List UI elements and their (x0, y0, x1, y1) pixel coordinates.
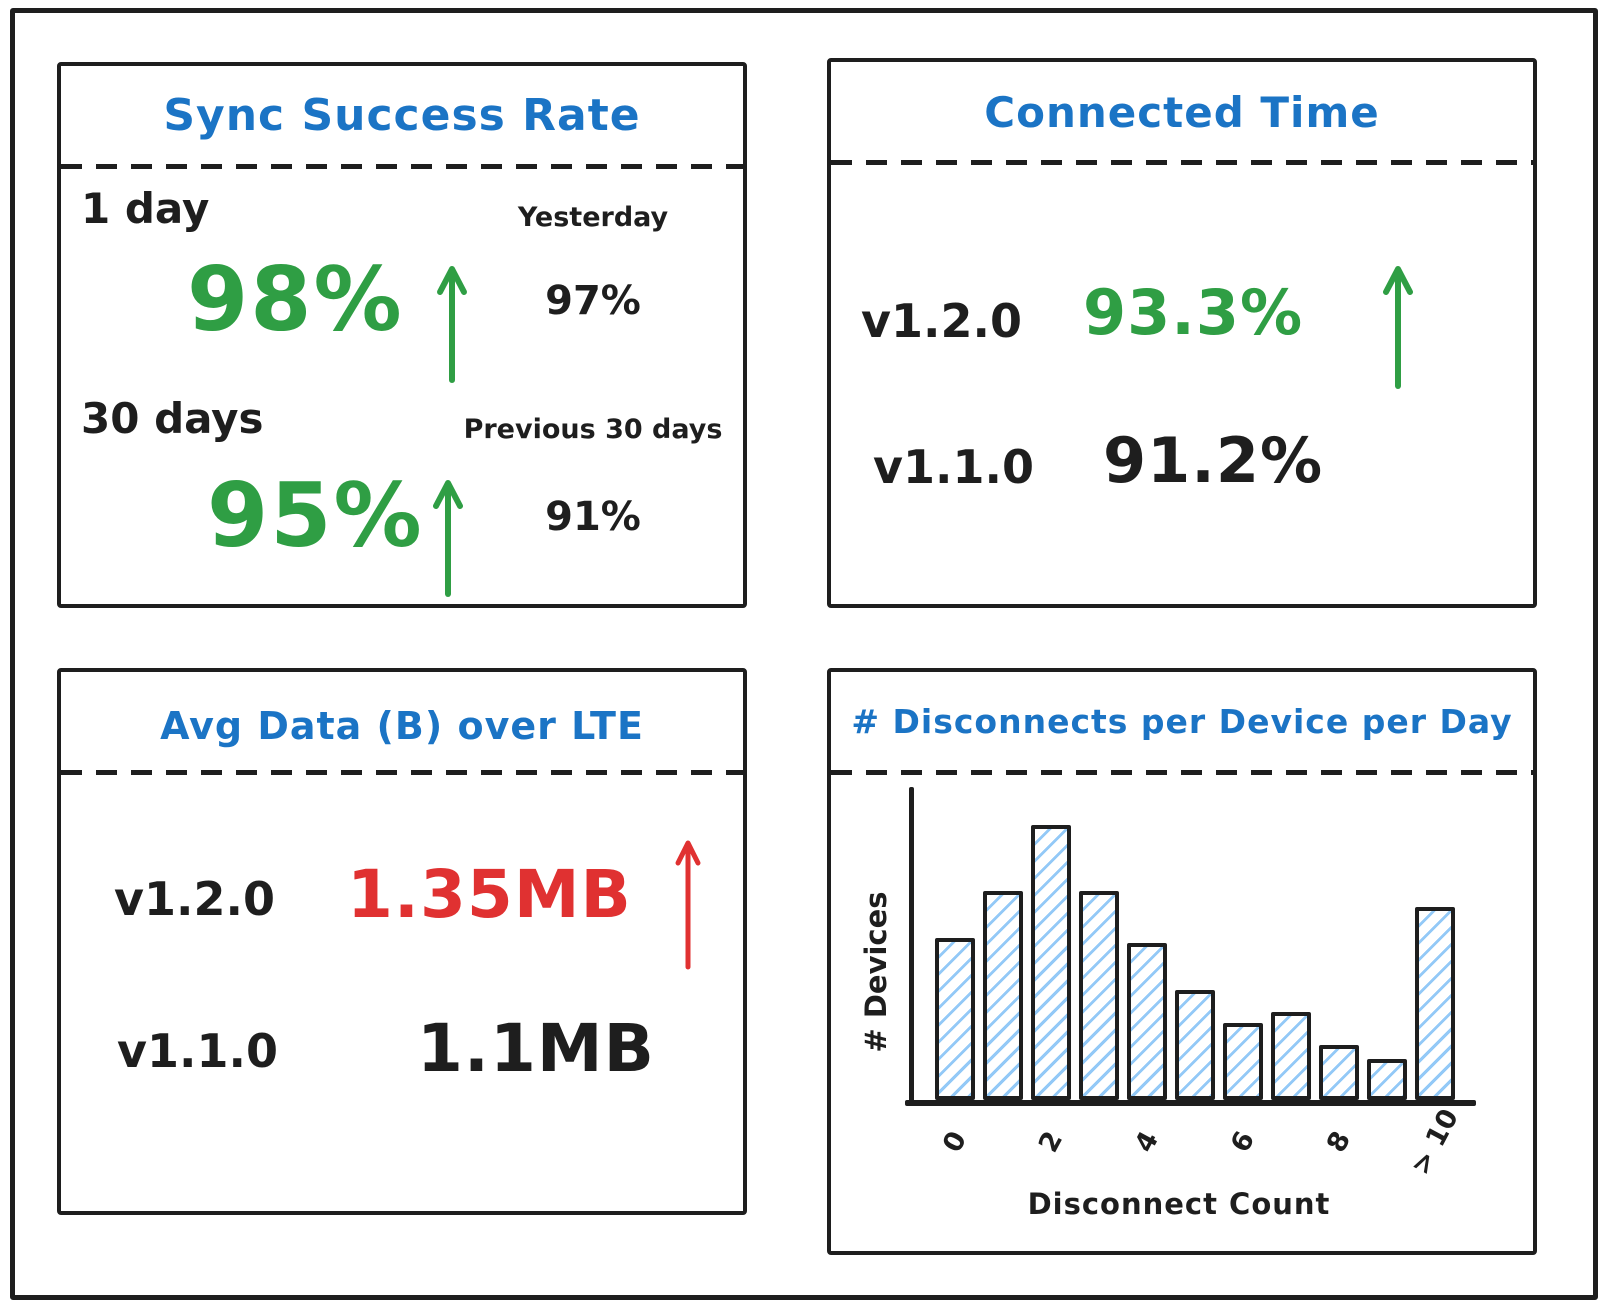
trend-up-icon (435, 262, 469, 388)
bar (1319, 1045, 1359, 1100)
dashboard-outer-border (10, 8, 1598, 1300)
trend-up-icon (431, 476, 465, 602)
panel-title: Connected Time (984, 88, 1380, 137)
metric-value: 91.2% (1103, 424, 1324, 497)
dashed-divider (61, 770, 743, 775)
x-tick-label: 2 (1032, 1126, 1070, 1158)
x-axis-label: Disconnect Count (1027, 1187, 1331, 1221)
comparison-value: 97% (545, 278, 641, 324)
bar (1031, 825, 1071, 1100)
x-tick-label: 6 (1224, 1126, 1262, 1158)
panel-avg-data-lte: Avg Data (B) over LTE v1.2.0 1.35MB v1.1… (57, 668, 747, 1215)
dashed-divider (61, 164, 743, 169)
metric-value: 95% (207, 464, 424, 567)
panel-title: # Disconnects per Device per Day (851, 702, 1513, 741)
panel-sync-success-rate: Sync Success Rate 1 day Yesterday 98% 97… (57, 62, 747, 608)
bar (1415, 907, 1455, 1100)
period-label: 30 days (81, 394, 264, 443)
x-tick-label: 4 (1128, 1126, 1166, 1158)
version-label: v1.2.0 (114, 872, 275, 926)
metric-value: 1.1MB (417, 1010, 655, 1087)
trend-up-icon (1381, 262, 1415, 394)
version-label: v1.1.0 (873, 440, 1034, 494)
bar (1223, 1023, 1263, 1100)
comparison-label: Yesterday (517, 202, 669, 233)
bar (1127, 943, 1167, 1100)
bar (1079, 891, 1119, 1100)
dashed-divider (831, 160, 1533, 165)
panel-disconnects-histogram: # Disconnects per Device per Day # Devic… (827, 668, 1537, 1255)
version-label: v1.1.0 (117, 1024, 278, 1078)
dashed-divider (831, 770, 1533, 775)
x-axis-line (905, 1100, 1476, 1106)
y-axis-label: # Devices (859, 891, 893, 1053)
bar (935, 938, 975, 1100)
metric-value: 93.3% (1083, 276, 1304, 349)
bar (1367, 1059, 1407, 1100)
bar (1175, 990, 1215, 1100)
panel-connected-time: Connected Time v1.2.0 93.3% v1.1.0 91.2% (827, 58, 1537, 608)
x-tick-label: 0 (936, 1126, 974, 1158)
metric-value: 98% (187, 248, 404, 351)
metric-value: 1.35MB (347, 856, 632, 933)
panel-title: Avg Data (B) over LTE (160, 704, 644, 748)
x-tick-label: > 10 (1404, 1103, 1466, 1181)
x-tick-label: 8 (1320, 1126, 1358, 1158)
version-label: v1.2.0 (861, 294, 1022, 348)
trend-up-icon (673, 837, 703, 975)
bar (1271, 1012, 1311, 1100)
comparison-value: 91% (545, 494, 641, 540)
panel-title: Sync Success Rate (163, 90, 641, 141)
comparison-label: Previous 30 days (463, 414, 723, 445)
period-label: 1 day (81, 184, 210, 233)
y-axis-line (909, 787, 914, 1106)
bar (983, 891, 1023, 1100)
bars (935, 825, 1455, 1100)
